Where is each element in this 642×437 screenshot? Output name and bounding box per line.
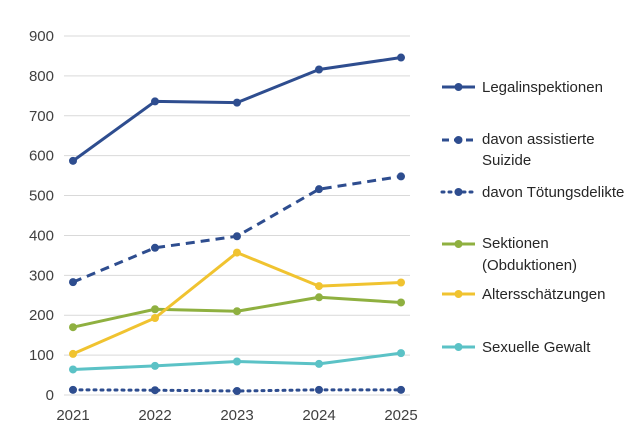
y-tick-label: 500 [29, 188, 54, 205]
legend-label: Legalinspektionen [482, 79, 603, 96]
series-line-1 [72, 56, 402, 163]
data-point [315, 282, 323, 291]
data-point [151, 314, 159, 323]
legend-marker [454, 290, 463, 298]
data-point [315, 385, 323, 394]
data-point [315, 185, 323, 194]
legend-label: Sektionen (Obduktionen) [482, 235, 577, 274]
x-axis: 2021 2022 2023 2024 2025 [56, 407, 417, 424]
data-point [69, 156, 77, 165]
x-tick-label: 2021 [56, 407, 89, 424]
y-axis: 0 100 200 300 400 500 600 700 800 900 [29, 28, 54, 404]
legend-marker [454, 240, 463, 248]
data-point [233, 98, 241, 107]
data-point [233, 387, 241, 396]
data-point [233, 357, 241, 366]
data-point [151, 305, 159, 314]
data-point [151, 243, 159, 252]
y-tick-label: 400 [29, 227, 54, 244]
legend-label: davon Tötungsdelikte [482, 184, 624, 201]
x-tick-label: 2024 [302, 407, 335, 424]
legend-marker [454, 136, 463, 144]
data-point [151, 361, 159, 370]
gridlines [64, 35, 410, 396]
data-point [69, 323, 77, 332]
legend-label: Altersschätzungen [482, 286, 605, 303]
y-tick-label: 600 [29, 148, 54, 165]
y-tick-label: 300 [29, 267, 54, 284]
data-point [69, 278, 77, 287]
data-point [233, 307, 241, 316]
x-tick-label: 2023 [220, 407, 253, 424]
data-point [397, 298, 405, 307]
data-point [397, 349, 405, 358]
x-tick-label: 2022 [138, 407, 171, 424]
data-point [315, 65, 323, 74]
y-tick-label: 800 [29, 68, 54, 85]
legend-label: Sexuelle Gewalt [482, 339, 591, 356]
y-tick-label: 700 [29, 108, 54, 125]
data-point [397, 172, 405, 181]
data-point [69, 385, 77, 394]
legend-marker [454, 83, 463, 91]
data-point [233, 232, 241, 241]
data-point [397, 385, 405, 394]
data-point [397, 53, 405, 62]
x-tick-label: 2025 [384, 407, 417, 424]
y-tick-label: 900 [29, 28, 54, 45]
legend-marker [454, 343, 463, 351]
data-point [151, 386, 159, 395]
legend-label: davon assistierte Suizide [482, 131, 595, 169]
y-tick-label: 100 [29, 347, 54, 364]
legend: Legalinspektionen davon assistierte Suizid… [440, 79, 624, 356]
legend-marker [454, 188, 463, 196]
y-tick-label: 0 [46, 387, 54, 404]
data-point [397, 278, 405, 287]
y-tick-label: 200 [29, 307, 54, 324]
data-point [233, 248, 241, 257]
data-point [151, 97, 159, 106]
data-point [315, 293, 323, 302]
data-point [315, 359, 323, 368]
series-line-2 [72, 174, 402, 284]
series-line-5 [72, 251, 402, 356]
plot-area [69, 53, 405, 396]
data-point [69, 349, 77, 358]
data-point [69, 365, 77, 374]
